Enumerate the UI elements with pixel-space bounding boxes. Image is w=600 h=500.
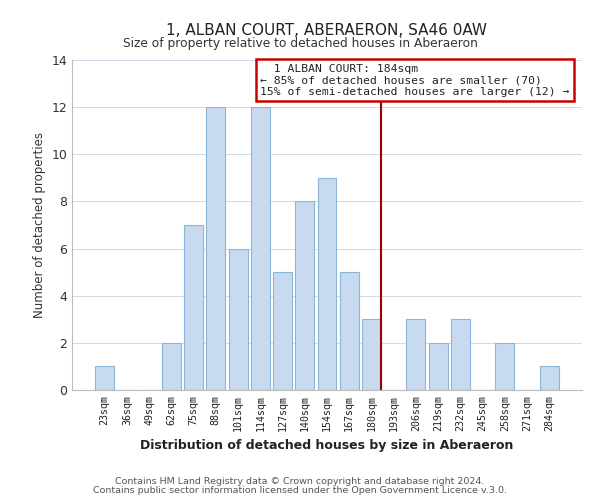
Bar bbox=[496, 343, 514, 390]
Text: Size of property relative to detached houses in Aberaeron: Size of property relative to detached ho… bbox=[122, 38, 478, 51]
Bar bbox=[229, 248, 248, 390]
Bar bbox=[540, 366, 559, 390]
Bar bbox=[273, 272, 292, 390]
Text: Contains HM Land Registry data © Crown copyright and database right 2024.: Contains HM Land Registry data © Crown c… bbox=[115, 477, 485, 486]
Text: 1 ALBAN COURT: 184sqm
← 85% of detached houses are smaller (70)
15% of semi-deta: 1 ALBAN COURT: 184sqm ← 85% of detached … bbox=[260, 64, 569, 96]
Bar bbox=[162, 343, 181, 390]
Text: Contains public sector information licensed under the Open Government Licence v.: Contains public sector information licen… bbox=[93, 486, 507, 495]
Bar bbox=[340, 272, 359, 390]
Bar bbox=[317, 178, 337, 390]
Bar bbox=[95, 366, 114, 390]
Bar bbox=[451, 320, 470, 390]
Title: 1, ALBAN COURT, ABERAERON, SA46 0AW: 1, ALBAN COURT, ABERAERON, SA46 0AW bbox=[167, 23, 487, 38]
Bar bbox=[206, 107, 225, 390]
Bar bbox=[362, 320, 381, 390]
Y-axis label: Number of detached properties: Number of detached properties bbox=[33, 132, 46, 318]
Bar bbox=[429, 343, 448, 390]
Bar bbox=[406, 320, 425, 390]
Bar bbox=[295, 202, 314, 390]
Bar bbox=[184, 225, 203, 390]
Bar bbox=[251, 107, 270, 390]
X-axis label: Distribution of detached houses by size in Aberaeron: Distribution of detached houses by size … bbox=[140, 439, 514, 452]
